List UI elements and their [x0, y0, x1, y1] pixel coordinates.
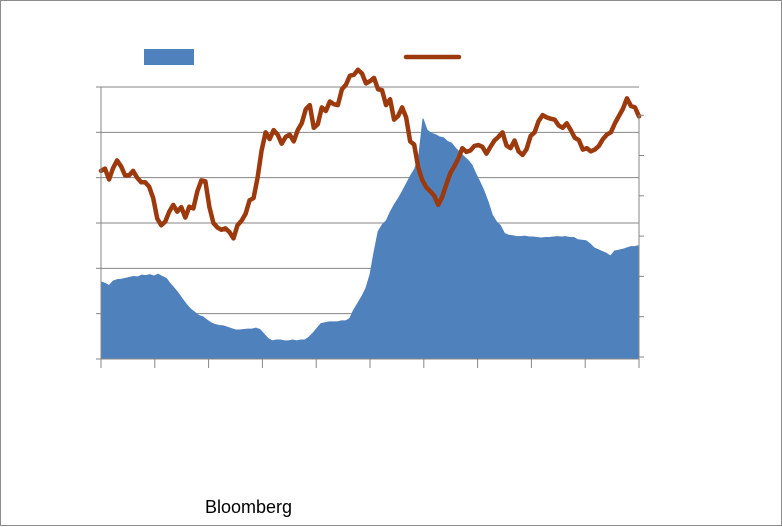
legend-swatch-area — [144, 49, 194, 65]
line-series-path — [98, 67, 642, 241]
source-label: Bloomberg — [205, 497, 293, 517]
area-series — [100, 118, 640, 360]
legend — [144, 49, 462, 65]
area-series-fill — [100, 118, 640, 360]
line-series — [98, 67, 642, 241]
axes — [96, 86, 644, 368]
